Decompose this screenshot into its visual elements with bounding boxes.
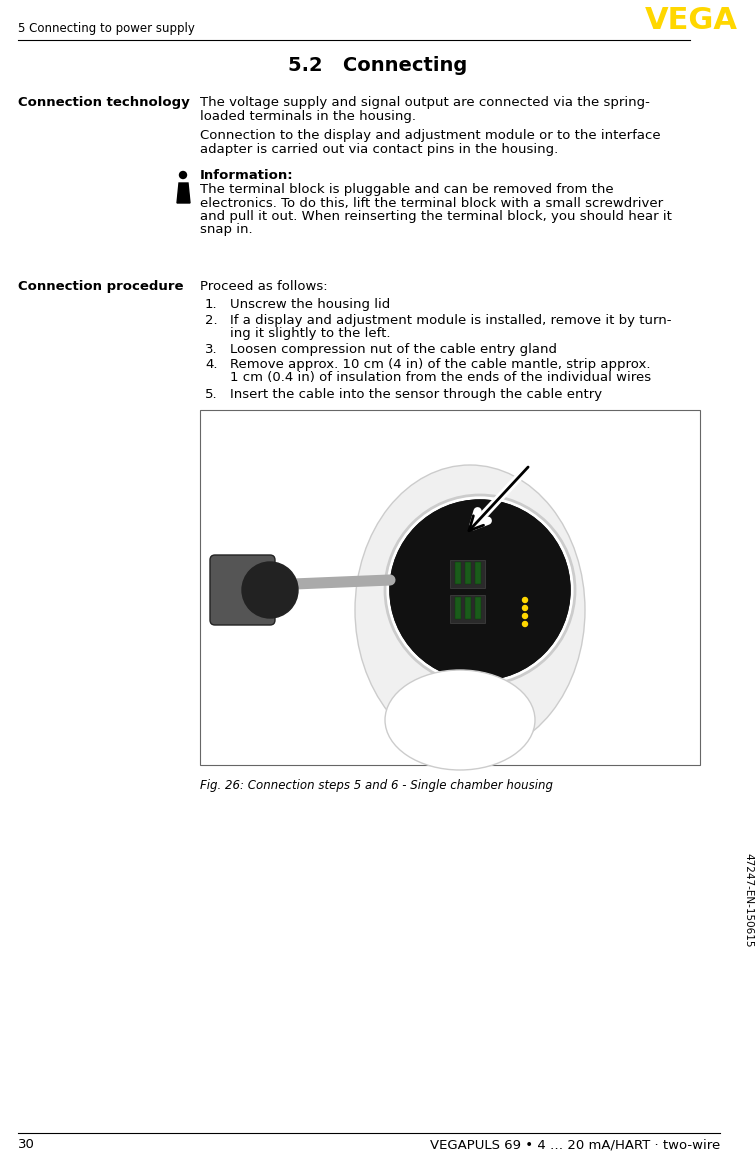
Bar (475, 562, 481, 584)
Bar (465, 562, 471, 584)
Bar (465, 597, 471, 619)
Bar (475, 597, 481, 619)
Text: Unscrew the housing lid: Unscrew the housing lid (230, 299, 390, 311)
Circle shape (522, 613, 528, 619)
Text: adapter is carried out via contact pins in the housing.: adapter is carried out via contact pins … (200, 143, 558, 156)
Circle shape (242, 562, 298, 618)
Text: VEGA: VEGA (645, 6, 738, 35)
Text: 4.: 4. (205, 358, 218, 371)
Polygon shape (177, 183, 190, 202)
Text: Insert the cable into the sensor through the cable entry: Insert the cable into the sensor through… (230, 388, 602, 401)
Ellipse shape (385, 670, 535, 771)
Text: Connection technology: Connection technology (18, 96, 190, 109)
Circle shape (522, 605, 528, 611)
Circle shape (522, 621, 528, 626)
Text: Fig. 26: Connection steps 5 and 6 - Single chamber housing: Fig. 26: Connection steps 5 and 6 - Sing… (200, 779, 553, 793)
Text: The terminal block is pluggable and can be removed from the: The terminal block is pluggable and can … (200, 183, 614, 196)
Text: Information:: Information: (200, 169, 293, 182)
Text: 1.: 1. (205, 299, 218, 311)
Bar (455, 597, 461, 619)
Text: 5.2   Connecting: 5.2 Connecting (288, 56, 468, 75)
Text: ing it slightly to the left.: ing it slightly to the left. (230, 327, 391, 340)
Bar (455, 562, 461, 584)
Text: and pull it out. When reinserting the terminal block, you should hear it: and pull it out. When reinserting the te… (200, 211, 672, 223)
Text: If a display and adjustment module is installed, remove it by turn-: If a display and adjustment module is in… (230, 314, 671, 327)
Text: 30: 30 (18, 1138, 35, 1151)
Text: The voltage supply and signal output are connected via the spring-: The voltage supply and signal output are… (200, 96, 650, 109)
Text: Connection procedure: Connection procedure (18, 280, 184, 293)
Ellipse shape (355, 465, 585, 756)
Text: Loosen compression nut of the cable entry gland: Loosen compression nut of the cable entr… (230, 342, 557, 356)
Circle shape (385, 495, 575, 685)
Text: loaded terminals in the housing.: loaded terminals in the housing. (200, 110, 416, 123)
Circle shape (390, 500, 570, 680)
FancyBboxPatch shape (210, 555, 275, 625)
Text: electronics. To do this, lift the terminal block with a small screwdriver: electronics. To do this, lift the termin… (200, 197, 663, 209)
Text: 5 Connecting to power supply: 5 Connecting to power supply (18, 22, 195, 35)
Bar (200, 410, 700, 765)
Circle shape (390, 500, 570, 680)
Text: 1 cm (0.4 in) of insulation from the ends of the individual wires: 1 cm (0.4 in) of insulation from the end… (230, 371, 651, 384)
Text: snap in.: snap in. (200, 223, 253, 236)
Circle shape (179, 171, 187, 178)
Text: Proceed as follows:: Proceed as follows: (200, 280, 327, 293)
Text: 5.: 5. (205, 388, 218, 401)
Text: 47247-EN-150615: 47247-EN-150615 (743, 853, 753, 948)
Text: VEGAPULS 69 • 4 … 20 mA/HART · two-wire: VEGAPULS 69 • 4 … 20 mA/HART · two-wire (429, 1138, 720, 1151)
Circle shape (522, 597, 528, 603)
Text: Remove approx. 10 cm (4 in) of the cable mantle, strip approx.: Remove approx. 10 cm (4 in) of the cable… (230, 358, 650, 371)
Text: 2.: 2. (205, 314, 218, 327)
Text: Connection to the display and adjustment module or to the interface: Connection to the display and adjustment… (200, 128, 661, 142)
Bar (450, 560, 485, 588)
Text: 3.: 3. (205, 342, 218, 356)
Bar (450, 595, 485, 622)
